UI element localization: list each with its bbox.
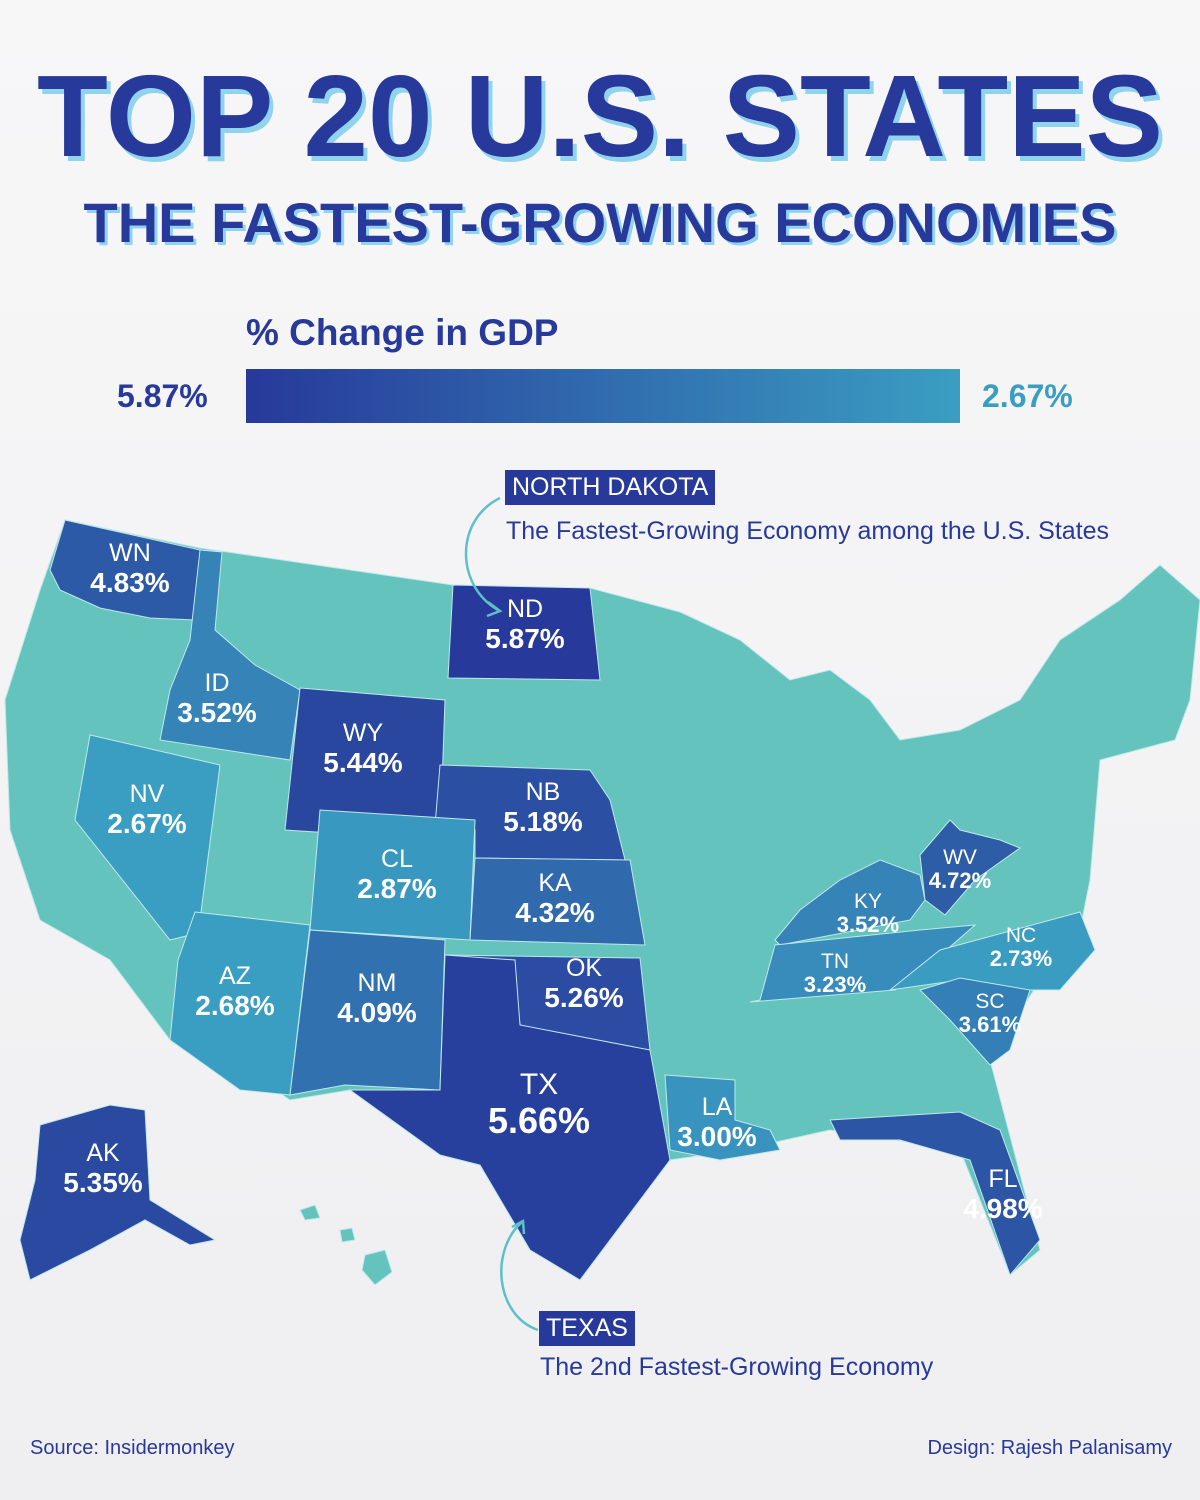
state-label-ok: OK 5.26% (544, 954, 624, 1013)
state-ky (774, 859, 926, 946)
state-abbr: AK (86, 1139, 120, 1167)
state-abbr: NM (357, 969, 397, 997)
state-gdp-change: 3.52% (836, 912, 900, 938)
state-gdp-change: 5.44% (323, 746, 403, 778)
source-credit: Source: Insidermonkey (30, 1437, 235, 1459)
state-fl (829, 1111, 1041, 1276)
state-nm (289, 929, 446, 1096)
state-abbr: FL (988, 1165, 1018, 1193)
hawaii (299, 1204, 321, 1221)
state-az (169, 911, 311, 1096)
state-la (664, 1074, 781, 1161)
state-abbr: NV (129, 780, 165, 808)
state-label-wv: WV 4.72% (929, 846, 991, 893)
state-id (159, 549, 301, 761)
state-ak (19, 1104, 217, 1281)
state-label-wy: WY 5.44% (323, 719, 403, 778)
state-gdp-change: 2.73% (989, 946, 1053, 972)
state-label-la: LA 3.00% (677, 1093, 757, 1152)
texas-arrowhead (511, 1218, 526, 1235)
state-abbr: TX (519, 1068, 559, 1101)
state-abbr: SC (975, 990, 1005, 1013)
state-ka (469, 857, 646, 946)
state-label-nb: NB 5.18% (503, 778, 583, 837)
state-gdp-change: 4.72% (928, 868, 992, 894)
state-label-ky: KY 3.52% (837, 890, 899, 937)
main-title: TOP 20 U.S. STATES (37, 51, 1163, 181)
state-wv (919, 819, 1022, 916)
texas-arrow (500, 1221, 539, 1332)
state-abbr: WV (943, 846, 977, 869)
state-label-nm: NM 4.09% (337, 969, 417, 1028)
state-gdp-change: 5.26% (544, 981, 624, 1013)
state-gdp-change: 3.61% (958, 1012, 1022, 1038)
legend-min-label: 2.67% (982, 378, 1073, 414)
legend-gradient-bar (246, 369, 960, 423)
state-gdp-change: 2.67% (107, 807, 187, 839)
state-label-nd: ND 5.87% (485, 595, 565, 654)
state-gdp-change: 4.98% (963, 1192, 1043, 1224)
state-abbr: KY (853, 890, 883, 913)
state-gdp-change: 3.00% (677, 1120, 757, 1152)
state-label-nc: NC 2.73% (990, 924, 1052, 971)
state-abbr: LA (701, 1093, 733, 1121)
state-gdp-change: 5.18% (503, 805, 583, 837)
state-sc (919, 977, 1031, 1066)
state-label-ka: KA 4.32% (515, 869, 595, 928)
state-gdp-change: 5.35% (63, 1166, 143, 1198)
north-dakota-arrow (464, 496, 501, 612)
callout-texas-text: The 2nd Fastest-Growing Economy (540, 1353, 934, 1381)
state-cl (309, 809, 476, 941)
state-label-cl: CL 2.87% (357, 845, 437, 904)
north-dakota-arrowhead (486, 601, 503, 618)
state-abbr: WY (342, 719, 384, 747)
state-tx (348, 954, 671, 1281)
state-abbr: KA (538, 869, 572, 897)
state-label-wn: WN 4.83% (90, 539, 170, 598)
state-abbr: ID (204, 669, 230, 697)
state-label-id: ID 3.52% (177, 669, 257, 728)
state-abbr: NC (1005, 924, 1037, 947)
hawaii (361, 1249, 393, 1286)
state-gdp-change: 5.87% (485, 622, 565, 654)
state-gdp-change: 3.23% (803, 972, 867, 998)
state-gdp-change: 4.83% (90, 566, 170, 598)
legend-title: % Change in GDP (246, 312, 559, 353)
state-gdp-change: 3.52% (177, 696, 257, 728)
state-abbr: TN (820, 950, 849, 973)
state-abbr: CL (381, 845, 413, 873)
state-abbr: AZ (219, 962, 251, 990)
state-label-ak: AK 5.35% (63, 1139, 143, 1198)
state-abbr: OK (565, 954, 603, 982)
state-gdp-change: 2.87% (357, 872, 437, 904)
state-gdp-change: 4.09% (337, 996, 417, 1028)
state-label-sc: SC 3.61% (959, 990, 1021, 1037)
state-label-fl: FL 4.98% (963, 1165, 1043, 1224)
hawaii (339, 1227, 356, 1243)
state-label-tn: TN 3.23% (804, 950, 866, 997)
design-credit: Design: Rajesh Palanisamy (927, 1437, 1172, 1459)
state-gdp-change: 2.68% (195, 989, 275, 1021)
state-abbr: WN (109, 539, 151, 567)
state-tn (749, 924, 977, 1003)
state-label-az: AZ 2.68% (195, 962, 275, 1021)
callout-texas-label: TEXAS (539, 1311, 635, 1346)
callout-north-dakota-label: NORTH DAKOTA (505, 470, 716, 505)
state-nd (447, 584, 601, 681)
legend-max-label: 5.87% (117, 378, 208, 414)
callout-north-dakota-text: The Fastest-Growing Economy among the U.… (506, 517, 1110, 545)
state-gdp-change: 4.32% (515, 896, 595, 928)
state-label-tx: TX 5.66% (488, 1068, 590, 1141)
state-abbr: NB (525, 778, 561, 806)
subtitle: THE FASTEST-GROWING ECONOMIES (83, 191, 1117, 254)
state-abbr: ND (506, 595, 544, 623)
state-gdp-change: 5.66% (487, 1100, 591, 1141)
state-label-nv: NV 2.67% (107, 780, 187, 839)
